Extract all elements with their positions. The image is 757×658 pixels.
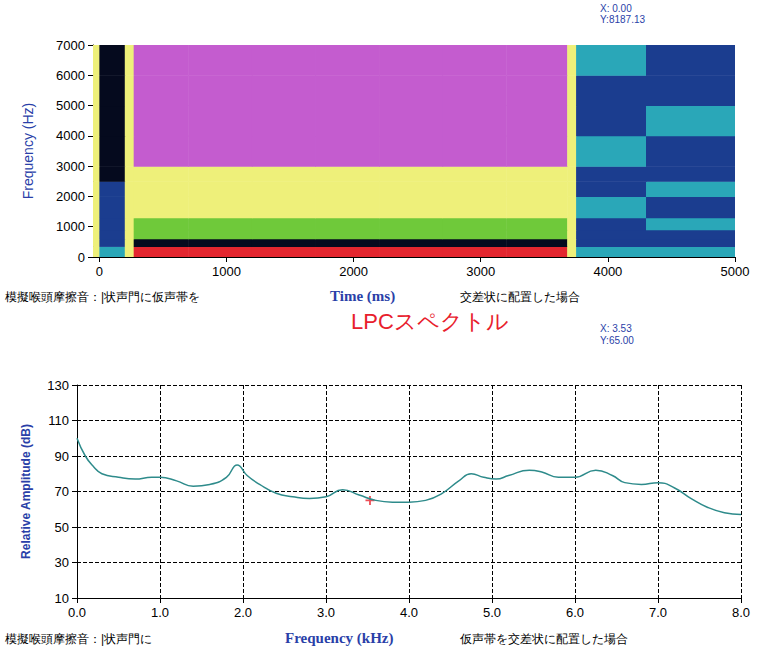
svg-text:110: 110 — [48, 413, 69, 428]
svg-text:LPCスペクトル: LPCスペクトル — [351, 309, 509, 334]
svg-text:Frequency (Hz): Frequency (Hz) — [20, 103, 36, 199]
svg-text:2.0: 2.0 — [234, 605, 252, 620]
svg-text:Relative Amplitude (dB): Relative Amplitude (dB) — [19, 424, 33, 559]
svg-text:Y:65.00: Y:65.00 — [600, 335, 634, 346]
svg-text:5.0: 5.0 — [483, 605, 501, 620]
svg-text:1000: 1000 — [212, 264, 241, 279]
svg-text:3.0: 3.0 — [317, 605, 335, 620]
svg-text:仮声帯を交差状に配置した場合: 仮声帯を交差状に配置した場合 — [459, 632, 628, 646]
svg-text:Frequency (kHz): Frequency (kHz) — [285, 630, 393, 647]
svg-text:X: 3.53: X: 3.53 — [600, 323, 632, 334]
svg-text:4.0: 4.0 — [400, 605, 418, 620]
svg-text:1000: 1000 — [56, 219, 85, 234]
svg-text:0: 0 — [78, 250, 85, 265]
svg-text:2000: 2000 — [339, 264, 368, 279]
svg-text:2000: 2000 — [56, 189, 85, 204]
svg-text:4000: 4000 — [56, 128, 85, 143]
svg-text:Time (ms): Time (ms) — [330, 288, 395, 305]
svg-text:50: 50 — [55, 520, 69, 535]
svg-text:0.0: 0.0 — [68, 605, 86, 620]
svg-text:10: 10 — [55, 591, 69, 606]
svg-text:90: 90 — [55, 449, 69, 464]
svg-text:130: 130 — [47, 378, 69, 393]
svg-text:Y:8187.13: Y:8187.13 — [600, 14, 645, 25]
svg-text:5000: 5000 — [721, 264, 750, 279]
svg-text:70: 70 — [55, 484, 69, 499]
svg-text:7000: 7000 — [56, 38, 85, 53]
svg-text:3000: 3000 — [466, 264, 495, 279]
svg-text:30: 30 — [55, 555, 69, 570]
svg-text:6.0: 6.0 — [566, 605, 584, 620]
svg-text:交差状に配置した場合: 交差状に配置した場合 — [460, 290, 580, 304]
svg-text:模擬喉頭摩擦音：|状声門に: 模擬喉頭摩擦音：|状声門に — [5, 632, 152, 646]
svg-text:0: 0 — [96, 264, 103, 279]
svg-text:8.0: 8.0 — [732, 605, 750, 620]
svg-text:5000: 5000 — [56, 98, 85, 113]
svg-text:模擬喉頭摩擦音：|状声門に仮声帯を: 模擬喉頭摩擦音：|状声門に仮声帯を — [5, 290, 200, 304]
svg-text:3000: 3000 — [56, 159, 85, 174]
svg-text:6000: 6000 — [56, 68, 85, 83]
svg-text:4000: 4000 — [593, 264, 622, 279]
svg-text:7.0: 7.0 — [649, 605, 667, 620]
svg-text:1.0: 1.0 — [151, 605, 169, 620]
svg-text:X: 0.00: X: 0.00 — [600, 3, 632, 14]
